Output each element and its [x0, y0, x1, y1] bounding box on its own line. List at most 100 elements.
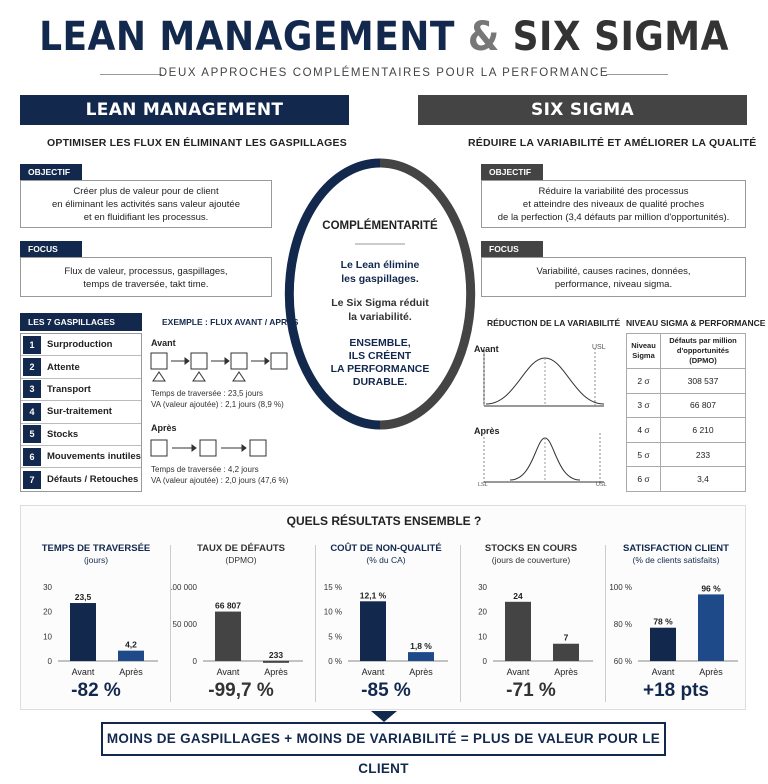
bar-value-label: 1,8 %: [410, 641, 432, 651]
y-tick-label: 100 000: [171, 583, 198, 592]
bar-value-label: 24: [513, 591, 523, 601]
sigma-cell: 4 σ: [626, 417, 661, 443]
muda-item: 4 Sur-traitement: [21, 401, 141, 424]
muda-number: 7: [23, 470, 41, 489]
chart-bar: [650, 627, 676, 661]
usl-label-top: USL: [592, 344, 606, 351]
muda-item: 7 Défauts / Retouches: [21, 468, 141, 490]
result-chart: SATISFACTION CLIENT (% de clients satisfa…: [606, 543, 746, 708]
chart-subtitle: (% de clients satisfaits): [632, 555, 720, 565]
subtitle: DEUX APPROCHES COMPLÉMENTAIRES POUR LA P…: [158, 67, 610, 79]
muda-number: 2: [23, 358, 41, 377]
y-tick-label: 80 %: [614, 620, 632, 629]
sigma-cell: 2 σ: [626, 368, 661, 394]
flux-apres-label: Après: [151, 423, 177, 433]
y-tick-label: 30: [478, 583, 487, 592]
variability-apres-label: Après: [474, 426, 500, 436]
six-focus-box: Variabilité, causes racines, données, pe…: [481, 257, 746, 297]
change-percentage: -85 %: [361, 680, 411, 701]
y-tick-label: 20: [43, 608, 52, 617]
muda-number: 4: [23, 402, 41, 421]
result-chart: STOCKS EN COURS (jours de couverture) 30 20…: [461, 543, 601, 708]
change-percentage: -99,7 %: [208, 680, 274, 701]
chart-title: TAUX DE DÉFAUTS: [197, 543, 285, 554]
center-together-line: ENSEMBLE,: [349, 337, 411, 349]
change-percentage: -82 %: [71, 680, 121, 701]
usl-label-bottom: USL: [596, 482, 607, 488]
chart-divider: [605, 545, 606, 702]
category-label: Après: [119, 667, 143, 677]
lean-header: LEAN MANAGEMENT: [20, 95, 349, 125]
six-objectif-box: Réduire la variabilité des processus et …: [481, 180, 746, 228]
chart-subtitle: (% du CA): [366, 555, 406, 565]
flux-avant-label: Avant: [151, 338, 176, 348]
center-lean-line: les gaspillages.: [341, 273, 419, 285]
bar-value-label: 78 %: [653, 617, 673, 627]
sigma-cell: 5 σ: [626, 441, 661, 468]
muda-number: 1: [23, 335, 41, 354]
change-percentage: +18 pts: [642, 680, 709, 701]
table-row: 5 σ 233: [626, 441, 746, 468]
chart-subtitle: (DPMO): [225, 555, 257, 565]
flux-apres-diagram: [150, 439, 267, 457]
sigma-col-header: Niveau Sigma: [626, 333, 661, 369]
bar-value-label: 96 %: [701, 583, 721, 593]
category-label: Avant: [507, 667, 530, 677]
chart-plot: 100 000 50 000 0 66 807 Avant 233 Après: [171, 583, 303, 677]
center-together-line: ILS CRÉENT: [348, 350, 412, 362]
center-together: ENSEMBLE, ILS CRÉENT LA PERFORMANCE DURA…: [300, 337, 460, 389]
sigma-table-title: NIVEAU SIGMA & PERFORMANCE: [626, 318, 766, 328]
subtitle-rule-left: [100, 74, 162, 75]
chart-subtitle: (jours de couverture): [491, 555, 571, 565]
dpmo-cell: 233: [660, 441, 746, 468]
y-tick-label: 50 000: [173, 620, 198, 629]
title-six-sigma: SIX SIGMA: [512, 14, 729, 60]
flux-avant-time: Temps de traversée : 23,5 jours: [151, 389, 264, 398]
muda-item: 1 Surproduction: [21, 334, 141, 357]
lean-objectif-line: et en fluidifiant les processus.: [83, 212, 209, 223]
muda-number: 3: [23, 380, 41, 399]
muda-label: Stocks: [47, 428, 79, 440]
muda-label: Sur-traitement: [47, 406, 112, 418]
flux-apres-time: Temps de traversée : 4,2 jours: [151, 465, 259, 474]
center-together-line: LA PERFORMANCE: [330, 363, 430, 375]
chart-plot: 15 % 10 % 5 % 0 % 12,1 % Avant 1,8 % Après: [324, 583, 448, 677]
center-six-line: la variabilité.: [348, 311, 412, 323]
flux-avant-va: VA (valeur ajoutée) : 2,1 jours (8,9 %): [151, 400, 284, 409]
center-six-line: Le Six Sigma réduit: [331, 297, 429, 309]
chart-divider: [460, 545, 461, 702]
muda-item: 3 Transport: [21, 379, 141, 402]
sigma-table-header: Niveau Sigma Défauts par million d'oppor…: [626, 333, 746, 369]
footer-banner: MOINS DE GASPILLAGES + MOINS DE VARIABIL…: [101, 722, 666, 776]
lean-focus-line: Flux de valeur, processus, gaspillages,: [64, 266, 228, 277]
y-tick-label: 60 %: [614, 657, 632, 666]
title-lean: LEAN MANAGEMENT: [39, 14, 455, 60]
main-title: LEAN MANAGEMENT & SIX SIGMA: [38, 14, 729, 60]
table-row: 3 σ 66 807: [626, 392, 746, 419]
category-label: Avant: [217, 667, 240, 677]
y-tick-label: 10: [478, 632, 487, 641]
six-objectif-line: de la perfection (3,4 défauts par millio…: [497, 212, 730, 223]
lean-focus-line: temps de traversée, takt time.: [83, 279, 209, 290]
change-percentage: -71 %: [506, 680, 556, 701]
results-title: QUELS RÉSULTATS ENSEMBLE ?: [286, 514, 482, 528]
six-sigma-subheader: RÉDUIRE LA VARIABILITÉ ET AMÉLIORER LA Q…: [468, 137, 757, 149]
muda-number: 5: [23, 425, 41, 444]
six-focus-tag: FOCUS: [481, 241, 543, 257]
flux-title: EXEMPLE : FLUX AVANT / APRÈS: [162, 317, 299, 327]
dpmo-col-header: Défauts par million d'opportunités (DPMO…: [660, 333, 746, 369]
lean-focus-box: Flux de valeur, processus, gaspillages, …: [20, 257, 272, 297]
variability-curves: [483, 348, 605, 483]
muda-item: 6 Mouvements inutiles: [21, 446, 141, 469]
variability-avant-label: Avant: [474, 344, 499, 354]
y-tick-label: 10 %: [324, 608, 342, 617]
chart-plot: 100 % 80 % 60 % 78 % Avant 96 % Après: [609, 583, 738, 677]
sigma-cell: 6 σ: [626, 466, 661, 492]
lean-subheader: OPTIMISER LES FLUX EN ÉLIMINANT LES GASP…: [47, 137, 347, 149]
result-chart: TEMPS DE TRAVERSÉE (jours) 30 20 10 0 23,5 Avan…: [26, 543, 166, 708]
down-arrow-icon: [371, 711, 397, 722]
chart-bar: [263, 660, 289, 663]
chart-divider: [315, 545, 316, 702]
flux-avant-diagram: [150, 352, 288, 382]
